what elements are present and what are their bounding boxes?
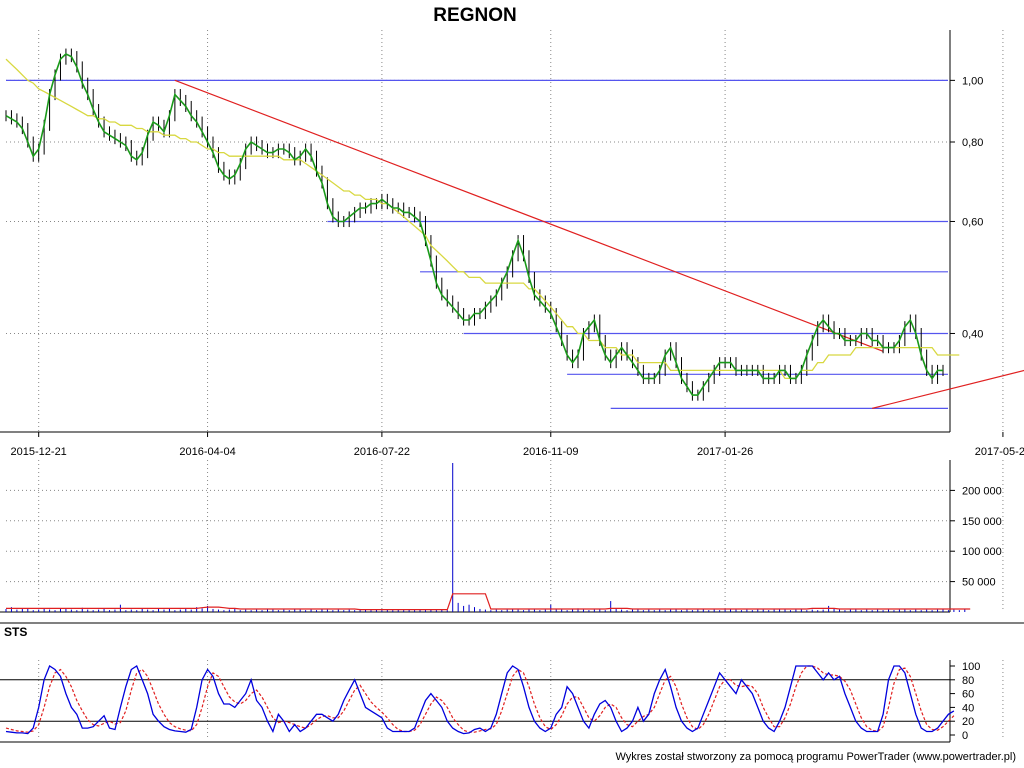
volume-panel: 200 000 150 000 100 000 50 000: [0, 460, 1002, 613]
volume-y-tick-label: 50 000: [962, 577, 996, 589]
sts-d-line: [5, 665, 955, 733]
volume-y-tick-label: 100 000: [962, 546, 1002, 558]
x-tick-label: 2017-01-26: [697, 446, 753, 458]
sts-y-tick-label: 100: [962, 661, 980, 673]
x-tick-label: 2016-04-04: [179, 446, 235, 458]
y-tick-label: 0,80: [962, 137, 983, 149]
sts-panel-label: STS: [4, 625, 27, 639]
volume-average-line: [6, 593, 971, 611]
footer-credit: Wykres został stworzony za pomocą progra…: [615, 751, 1016, 763]
sts-y-tick-label: 40: [962, 702, 974, 714]
x-tick-label: 2015-12-21: [11, 446, 67, 458]
y-tick-label: 0,40: [962, 328, 983, 340]
x-tick-label: 2017-05-29: [975, 446, 1024, 458]
x-tick-label: 2016-07-22: [354, 446, 410, 458]
sts-y-tick-label: 80: [962, 675, 974, 687]
chart-title: REGNON: [433, 5, 516, 26]
y-tick-label: 1,00: [962, 75, 983, 87]
x-tick-label: 2016-11-09: [523, 446, 578, 458]
sts-y-tick-label: 0: [962, 730, 968, 742]
trend-line: [872, 369, 1024, 409]
y-tick-label: 0,60: [962, 216, 983, 228]
price-panel: 2015-12-21 2016-04-04 2016-07-22 2016-11-09…: [0, 30, 1024, 738]
trend-line: [174, 79, 884, 352]
volume-y-tick-label: 200 000: [962, 485, 1002, 497]
close-price-line: [5, 53, 943, 396]
sts-y-tick-label: 60: [962, 689, 974, 701]
sts-y-tick-label: 20: [962, 716, 974, 728]
volume-y-tick-label: 150 000: [962, 516, 1002, 528]
sts-k-line: [5, 665, 955, 735]
